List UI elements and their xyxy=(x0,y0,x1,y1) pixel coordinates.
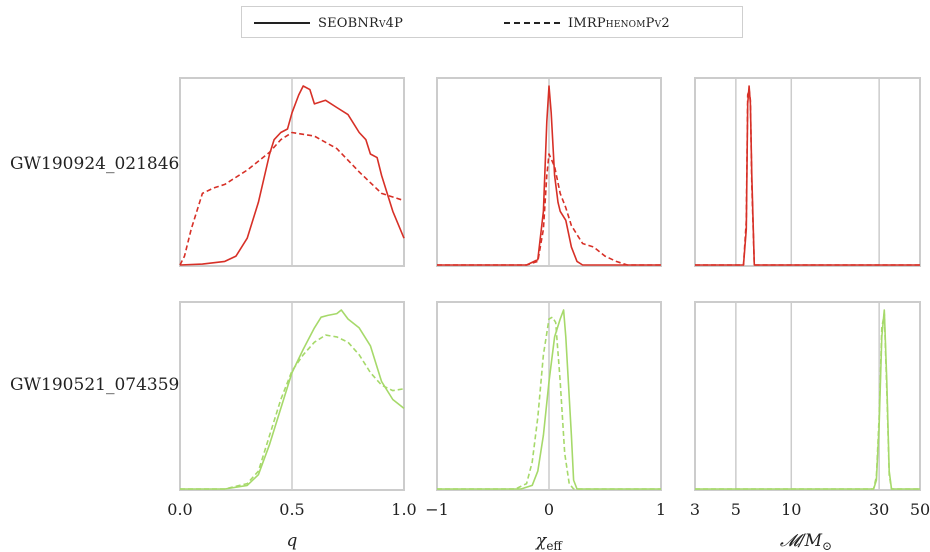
curve-q-1-dashed xyxy=(180,334,405,490)
tick-label-chi: 0 xyxy=(544,500,554,519)
legend-dashed-line xyxy=(504,22,560,24)
curve-q-0-dashed xyxy=(179,131,405,266)
tick-label-mc: 10 xyxy=(781,500,801,519)
row-label-bottom: GW190521_074359 xyxy=(10,375,180,395)
legend: SEOBNRv4P IMRPhenomPv2 xyxy=(241,6,743,38)
curve-chi-0-dashed xyxy=(437,153,661,266)
tick-label-q: 1.0 xyxy=(391,500,416,519)
panel-frame-chi-0 xyxy=(436,77,662,267)
legend-dashed-label: IMRPhenomPv2 xyxy=(568,15,670,31)
panel-frame-q-0 xyxy=(179,77,405,267)
curve-chi-1-solid xyxy=(437,309,661,490)
panel-frame-mc-1 xyxy=(694,301,921,491)
axis-label-chi: χeff xyxy=(535,531,563,552)
curve-mc-1-solid xyxy=(695,309,920,490)
tick-label-mc: 3 xyxy=(690,500,700,519)
curve-mc-1-dashed xyxy=(695,312,920,490)
tick-label-chi: 1 xyxy=(656,500,666,519)
legend-solid-label: SEOBNRv4P xyxy=(318,15,404,31)
curve-q-0-solid xyxy=(179,85,405,266)
curve-mc-0-solid xyxy=(695,85,920,266)
tick-label-mc: 5 xyxy=(731,500,741,519)
axis-label-mc: 𝓜/M⊙ xyxy=(780,531,832,552)
tick-label-q: 0.0 xyxy=(167,500,192,519)
legend-entry-dashed: IMRPhenomPv2 xyxy=(504,14,670,32)
tick-label-q: 0.5 xyxy=(279,500,304,519)
panel-frame-chi-1 xyxy=(436,301,662,491)
tick-label-chi: −1 xyxy=(425,500,449,519)
panel-frame-q-1 xyxy=(179,301,405,491)
curve-chi-0-solid xyxy=(437,85,661,266)
legend-entry-solid: SEOBNRv4P xyxy=(254,14,403,32)
legend-solid-line xyxy=(254,22,310,24)
axis-label-q: q xyxy=(287,531,298,551)
panel-frame-mc-0 xyxy=(694,77,921,267)
curve-q-1-solid xyxy=(180,309,405,490)
curve-mc-0-dashed xyxy=(695,88,920,266)
tick-label-mc: 50 xyxy=(910,500,930,519)
curve-chi-1-dashed xyxy=(437,316,661,490)
row-label-top: GW190924_021846 xyxy=(10,154,180,174)
tick-label-mc: 30 xyxy=(869,500,889,519)
